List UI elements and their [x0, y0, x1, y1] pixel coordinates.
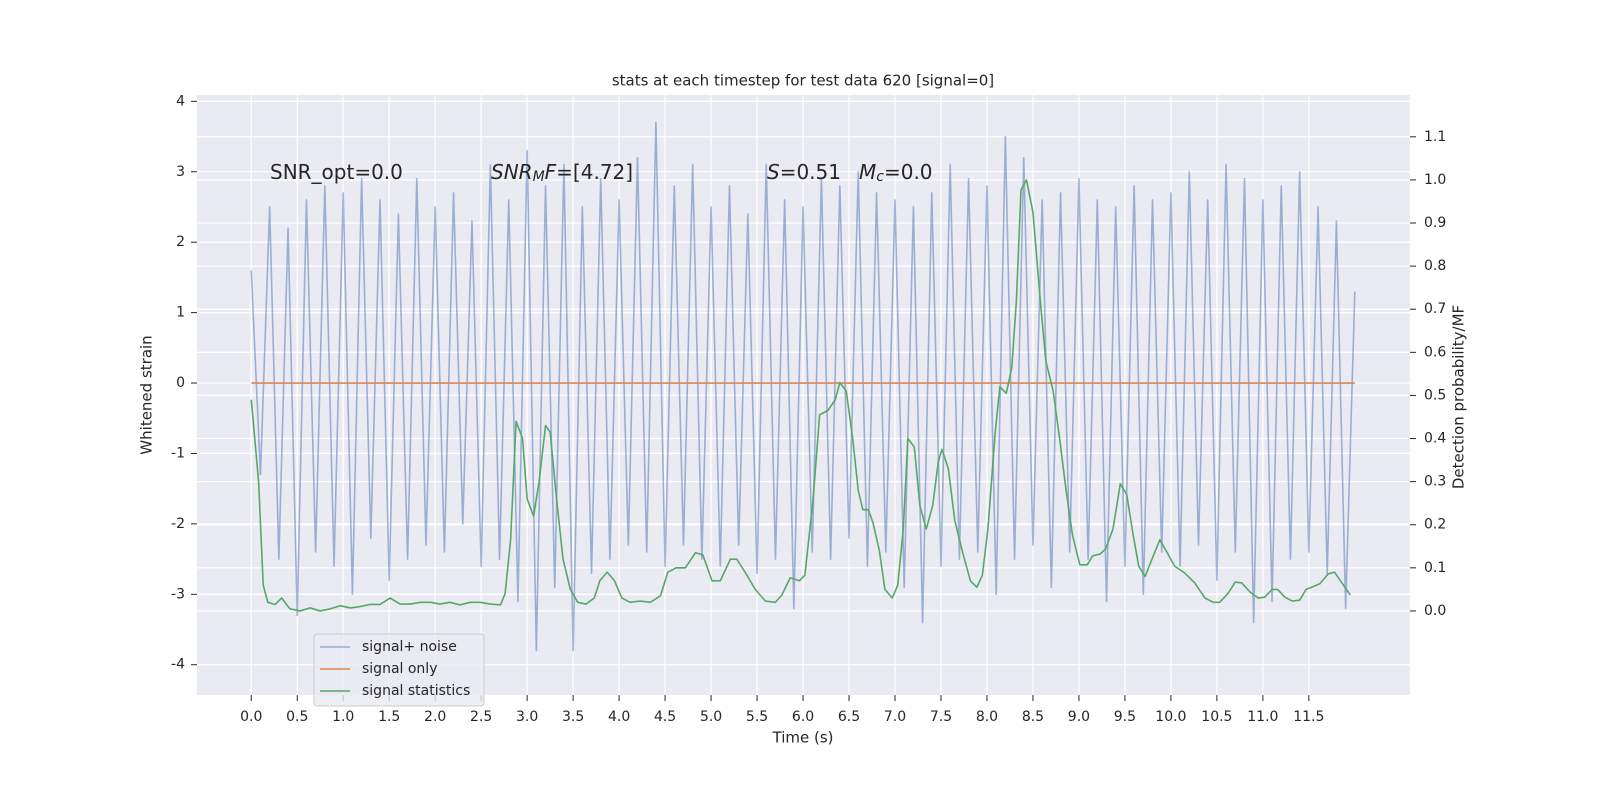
y-tick-label: 3	[176, 164, 185, 180]
x-tick-label: 9.5	[1114, 709, 1136, 725]
y2-tick-label: 1.1	[1424, 129, 1446, 145]
y2-tick-label: 0.8	[1424, 258, 1446, 274]
x-tick-label: 8.5	[1022, 709, 1044, 725]
y2-tick-label: 0.5	[1424, 387, 1446, 403]
x-tick-label: 11.0	[1247, 709, 1278, 725]
x-tick-label: 2.5	[470, 709, 492, 725]
y-tick-label: -3	[171, 586, 185, 602]
legend-label: signal+ noise	[362, 639, 457, 655]
y-tick-label: 1	[176, 305, 185, 321]
x-tick-label: 3.0	[516, 709, 538, 725]
y2-axis-label: Detection probability/MF	[1450, 305, 1468, 489]
x-tick-label: 7.0	[884, 709, 906, 725]
x-tick-label: 10.5	[1201, 709, 1232, 725]
y2-tick-label: 0.9	[1424, 215, 1446, 231]
x-tick-label: 9.0	[1068, 709, 1090, 725]
y2-tick-label: 0.2	[1424, 517, 1446, 533]
x-tick-label: 5.5	[746, 709, 768, 725]
x-tick-label: 1.0	[332, 709, 354, 725]
x-tick-label: 11.5	[1293, 709, 1324, 725]
x-tick-label: 0.5	[286, 709, 308, 725]
y-tick-label: -1	[171, 445, 185, 461]
annotation-part: SNR_opt=0.0	[270, 160, 403, 184]
chart-title: stats at each timestep for test data 620…	[612, 72, 994, 90]
annotation-part: =0.0	[884, 160, 933, 184]
legend: signal+ noise signal only signal statistic…	[313, 633, 485, 707]
annotation: SNR_opt=0.0	[270, 160, 403, 184]
x-tick-label: 1.5	[378, 709, 400, 725]
y2-tick-label: 0.6	[1424, 344, 1446, 360]
x-tick-label: 6.0	[792, 709, 814, 725]
legend-box	[313, 633, 485, 707]
legend-label: signal statistics	[362, 683, 470, 699]
x-tick-label: 7.5	[930, 709, 952, 725]
x-tick-label: 8.0	[976, 709, 998, 725]
y-axis-label: Whitened strain	[138, 335, 156, 454]
annotation-part: M	[533, 169, 545, 185]
annotation-part: c	[876, 169, 884, 185]
x-tick-label: 4.5	[654, 709, 676, 725]
y-tick-label: 0	[176, 375, 185, 391]
annotation-part: =[4.72]	[556, 160, 633, 184]
annotation-part: F	[545, 160, 557, 184]
x-tick-label: 6.5	[838, 709, 860, 725]
y-tick-label: 4	[176, 93, 185, 109]
x-tick-label: 2.0	[424, 709, 446, 725]
y-tick-label: -4	[171, 657, 185, 673]
series-line	[250, 179, 1351, 612]
x-tick-label: 3.5	[562, 709, 584, 725]
x-tick-label: 5.0	[700, 709, 722, 725]
y2-tick-label: 0.4	[1424, 431, 1446, 447]
y-tick-label: 2	[176, 234, 185, 250]
x-tick-label: 10.0	[1155, 709, 1186, 725]
annotation: Mc=0.0	[859, 160, 933, 186]
annotation: S=0.51	[767, 160, 841, 184]
annotation-part: M	[859, 160, 876, 184]
series-line	[250, 121, 1356, 652]
legend-label: signal only	[362, 661, 437, 677]
annotation-part: S	[767, 160, 780, 184]
y2-tick-label: 0.0	[1424, 603, 1446, 619]
y2-tick-label: 1.0	[1424, 172, 1446, 188]
x-axis-label: Time (s)	[772, 729, 834, 747]
y-tick-label: -2	[171, 516, 185, 532]
annotation-part: =0.51	[780, 160, 841, 184]
annotation: SNRMF=[4.72]	[491, 160, 633, 186]
y2-tick-label: 0.1	[1424, 560, 1446, 576]
x-tick-label: 4.0	[608, 709, 630, 725]
x-tick-label: 0.0	[240, 709, 262, 725]
y2-tick-label: 0.3	[1424, 474, 1446, 490]
y2-tick-label: 0.7	[1424, 301, 1446, 317]
annotation-part: SNR	[491, 160, 533, 184]
